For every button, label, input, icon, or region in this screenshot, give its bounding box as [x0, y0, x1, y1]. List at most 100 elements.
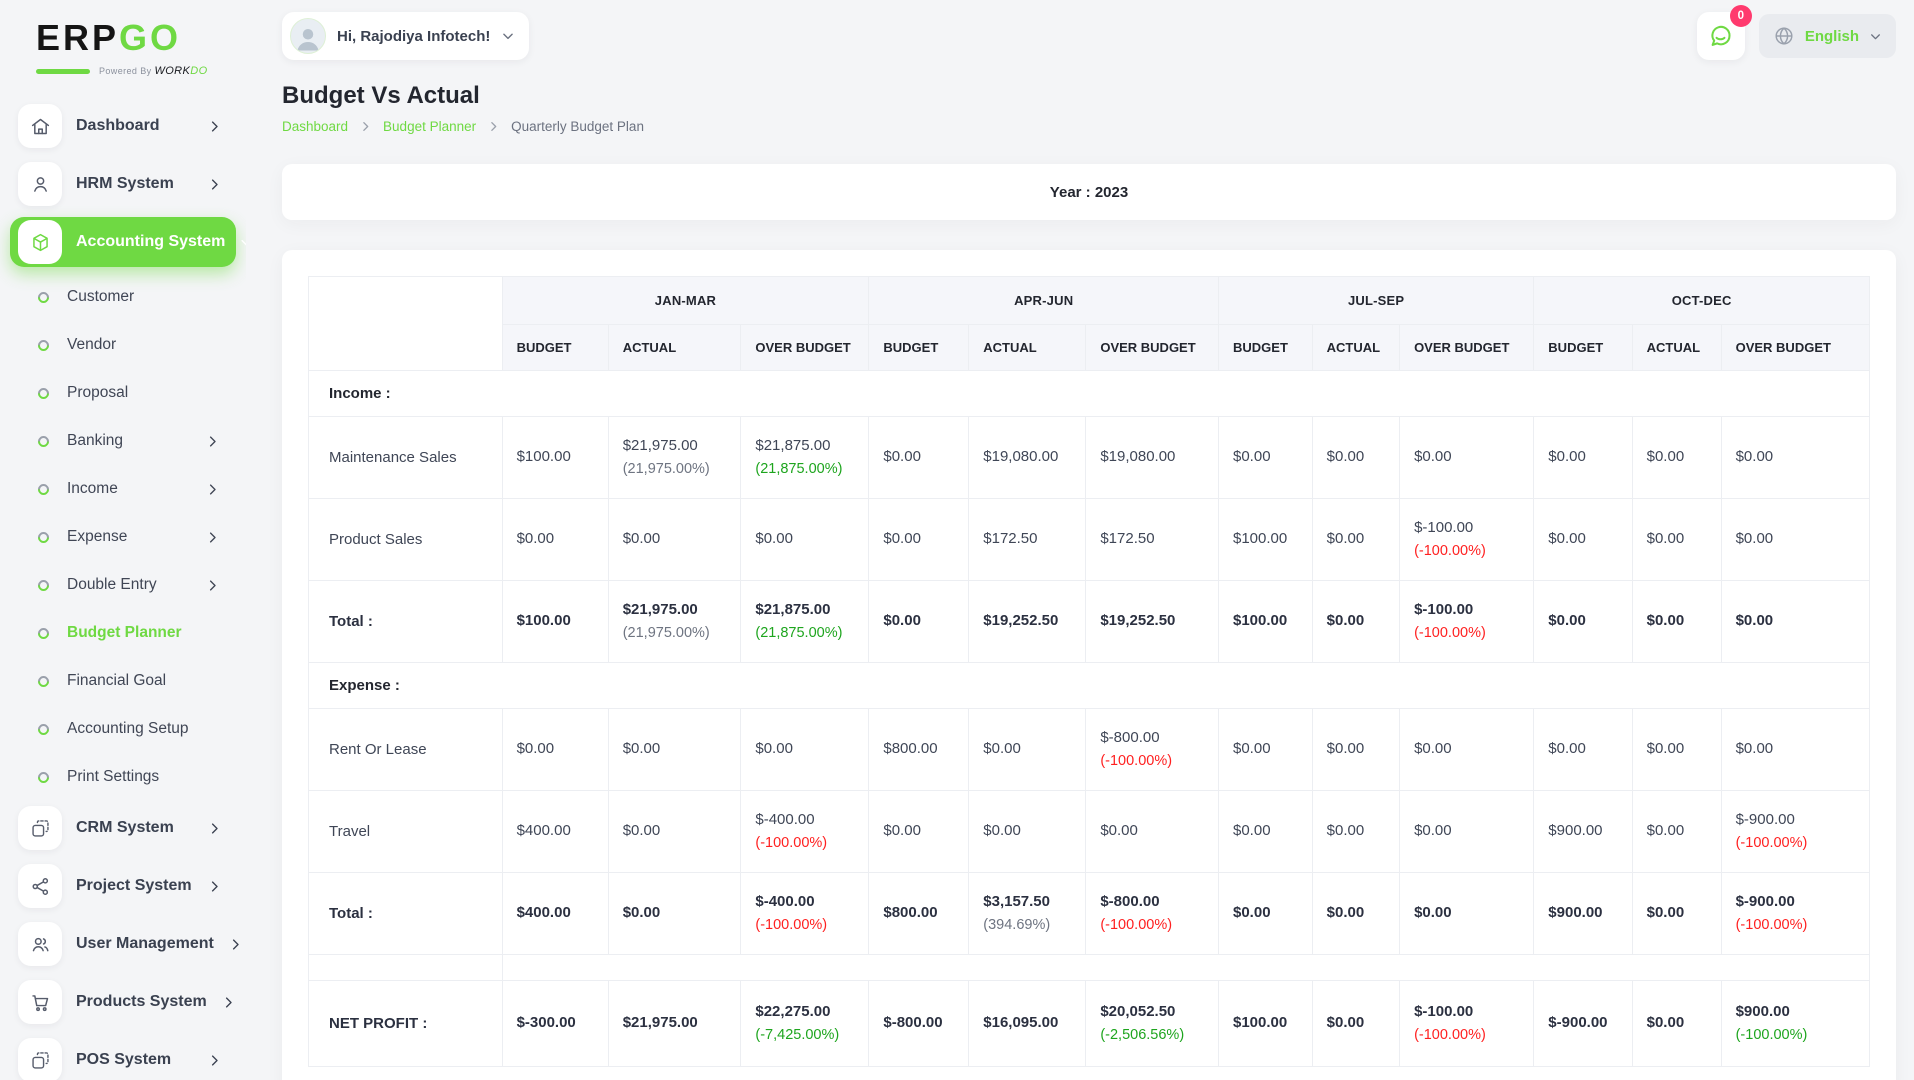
sidebar-item-dashboard[interactable]: Dashboard — [10, 101, 236, 151]
cell-value: $0.00 — [1233, 448, 1271, 466]
cell-value: $0.00 — [983, 740, 1021, 758]
value-cell: $0.00 — [1631, 580, 1722, 663]
sidebar-subitem-financial-goal[interactable]: Financial Goal — [10, 659, 236, 703]
cell-value: $400.00 — [516, 822, 571, 840]
cell-value: $172.50 — [1100, 530, 1155, 548]
cart-icon — [18, 980, 62, 1024]
sidebar-item-accounting-system[interactable]: Accounting System — [10, 217, 246, 267]
quarter-header-apr-jun: APR-JUN — [868, 276, 1219, 325]
cell-value: $100.00 — [1233, 530, 1288, 548]
sidebar-item-user-management[interactable]: User Management — [10, 919, 239, 969]
spacer-cell — [501, 954, 1871, 981]
sidebar-subitem-banking[interactable]: Banking — [10, 419, 236, 463]
subheader-apr-jun-over-budget: OVER BUDGET — [1085, 324, 1219, 371]
chevron-right-icon — [228, 937, 243, 952]
sidebar-subitem-customer[interactable]: Customer — [10, 275, 236, 319]
bullet-icon — [35, 769, 52, 785]
value-cell: $800.00 — [868, 872, 970, 955]
sidebar-subitem-proposal[interactable]: Proposal — [10, 371, 236, 415]
sidebar-subitem-expense[interactable]: Expense — [10, 515, 236, 559]
table-row-rent-or-lease: Rent Or Lease $0.00 $0.00 $0.00 $800.00 $0.00… — [308, 708, 1871, 791]
cell-value: $0.00 — [1414, 740, 1452, 758]
breadcrumb-link-dashboard[interactable]: Dashboard — [282, 119, 349, 134]
bullet-icon — [35, 337, 52, 353]
cell-value: $-400.00 — [755, 811, 815, 829]
sidebar-item-pos-system[interactable]: POS System — [10, 1035, 236, 1080]
value-cell: $-900.00 (-100.00%) — [1720, 872, 1871, 955]
value-cell: $0.00 — [1311, 498, 1401, 581]
value-cell: $0.00 — [1399, 416, 1535, 499]
value-cell: $0.00 — [1631, 498, 1722, 581]
value-cell: $19,080.00 — [968, 416, 1087, 499]
logo-underline-bar — [36, 68, 90, 74]
sidebar-item-label: User Management — [76, 935, 214, 952]
language-selector[interactable]: English — [1758, 14, 1896, 58]
cell-value: $0.00 — [1326, 530, 1365, 548]
value-cell: $0.00 — [1720, 416, 1871, 499]
cell-value: $19,080.00 — [1100, 448, 1176, 466]
sidebar-item-hrm-system[interactable]: HRM System — [10, 159, 236, 209]
value-cell: $0.00 — [1399, 790, 1535, 873]
section-row-expense: Expense : — [308, 662, 1870, 709]
row-label: Product Sales — [308, 498, 503, 581]
sidebar-subitem-double-entry[interactable]: Double Entry — [10, 563, 236, 607]
cell-value: $0.00 — [1735, 448, 1774, 466]
cell-percent: (-100.00%) — [1735, 916, 1808, 933]
section-label: Income : — [308, 370, 1870, 417]
subheader-apr-jun-budget: BUDGET — [868, 324, 970, 371]
table-head: JAN-MAR APR-JUN JUL-SEP OCT-DEC BUDGET ACTUAL… — [308, 276, 1871, 371]
sidebar-item-project-system[interactable]: Project System — [10, 861, 236, 911]
user-icon — [18, 162, 62, 206]
sidebar-subitem-accounting-setup[interactable]: Accounting Setup — [10, 707, 236, 751]
cell-value: $-300.00 — [516, 1014, 576, 1032]
messenger-button[interactable]: 0 — [1696, 5, 1752, 60]
value-cell: $-800.00 (-100.00%) — [1085, 872, 1219, 955]
value-cell: $0.00 — [740, 498, 870, 581]
table-card: JAN-MAR APR-JUN JUL-SEP OCT-DEC BUDGET ACTUAL… — [282, 250, 1896, 1080]
cell-value: $19,080.00 — [983, 448, 1059, 466]
cell-value: $0.00 — [1646, 612, 1685, 630]
value-cell: $900.00 (-100.00%) — [1720, 980, 1871, 1067]
bullet-icon — [35, 385, 52, 401]
sidebar-item-products-system[interactable]: Products System — [10, 977, 236, 1027]
table-header-row: JAN-MAR APR-JUN JUL-SEP OCT-DEC — [308, 276, 1870, 371]
chevron-right-icon — [221, 995, 236, 1010]
sidebar-item-label: POS System — [76, 1051, 172, 1068]
sidebar-subitem-budget-planner[interactable]: Budget Planner — [10, 611, 236, 655]
main-area: Hi, Rajodiya Infotech! 0 English — [246, 0, 1914, 1080]
sidebar-subitem-income[interactable]: Income — [10, 467, 236, 511]
row-label: Maintenance Sales — [308, 416, 503, 499]
chevron-right-icon — [359, 120, 372, 133]
cell-value: $0.00 — [755, 740, 793, 758]
budget-table: JAN-MAR APR-JUN JUL-SEP OCT-DEC BUDGET ACTUAL… — [308, 276, 1871, 1067]
value-cell: $0.00 — [1311, 790, 1401, 873]
brand-logo[interactable]: ERPGO Powered By WORKDO — [10, 16, 236, 83]
sidebar-subitem-print-settings[interactable]: Print Settings — [10, 755, 236, 799]
value-cell: $0.00 — [1533, 416, 1633, 499]
cell-value: $0.00 — [1414, 904, 1452, 922]
value-cell: $21,975.00 (21,975.00%) — [607, 416, 742, 499]
cell-value: $0.00 — [1548, 530, 1586, 548]
value-cell: $21,975.00 — [607, 980, 742, 1067]
value-cell: $-100.00 (-100.00%) — [1399, 980, 1535, 1067]
cell-value: $0.00 — [1735, 740, 1774, 758]
value-cell: $-400.00 (-100.00%) — [740, 790, 870, 873]
user-menu[interactable]: Hi, Rajodiya Infotech! — [282, 12, 530, 60]
breadcrumb-link-budget-planner[interactable]: Budget Planner — [383, 119, 477, 134]
cell-value: $-800.00 — [1100, 729, 1160, 747]
cell-percent: (-100.00%) — [1414, 542, 1486, 559]
sidebar-item-label: HRM System — [76, 175, 174, 192]
sidebar-subitem-vendor[interactable]: Vendor — [10, 323, 236, 367]
value-cell: $100.00 — [1218, 498, 1313, 581]
value-cell: $-900.00 — [1533, 980, 1633, 1067]
cell-value: $0.00 — [622, 904, 661, 922]
cell-value: $-400.00 — [755, 893, 815, 911]
section-row-income: Income : — [308, 370, 1870, 417]
sidebar-item-crm-system[interactable]: CRM System — [10, 803, 236, 853]
home-icon — [18, 104, 62, 148]
value-cell: $19,252.50 — [1085, 580, 1219, 663]
cell-value: $21,975.00 — [622, 437, 698, 455]
chevron-right-icon — [205, 434, 220, 449]
cell-value: $0.00 — [1548, 740, 1586, 758]
value-cell: $22,275.00 (-7,425.00%) — [740, 980, 870, 1067]
